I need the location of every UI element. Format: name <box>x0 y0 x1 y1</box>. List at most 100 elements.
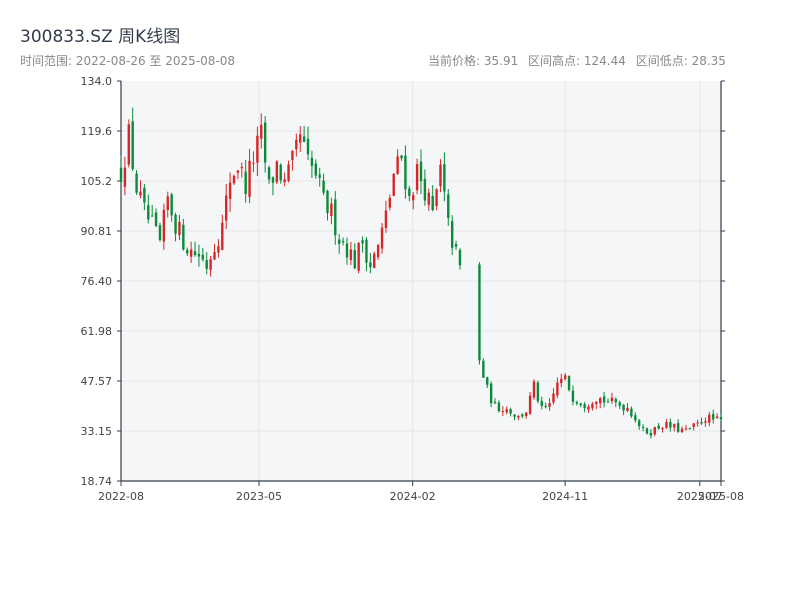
candle-up <box>283 179 286 183</box>
candle-down <box>634 415 637 421</box>
x-tick-label: 2024-11 <box>542 490 588 503</box>
candle-down <box>700 422 703 424</box>
candle-up <box>708 414 711 423</box>
candle-down <box>575 401 579 404</box>
candle-up <box>162 209 166 242</box>
candle-down <box>423 178 427 201</box>
candle-down <box>400 155 403 159</box>
candle-down <box>454 244 458 247</box>
candle-down <box>630 408 633 417</box>
candle-down <box>244 171 247 194</box>
candle-up <box>552 393 555 403</box>
current-price-stat: 当前价格: 35.91 <box>428 54 519 68</box>
candle-down <box>486 377 489 385</box>
candle-up <box>396 156 399 174</box>
candle-down <box>326 190 329 214</box>
candle-down <box>263 122 267 163</box>
candle-down <box>306 138 310 155</box>
candle-down <box>147 205 150 220</box>
candle-up <box>217 246 220 253</box>
candle-down <box>408 188 411 196</box>
candle-down <box>482 360 485 378</box>
candle-down <box>606 401 610 403</box>
candle-down <box>637 420 641 427</box>
candle-up <box>236 170 240 173</box>
candle-up <box>684 428 688 430</box>
candle-up <box>439 164 442 187</box>
y-tick-label: 33.15 <box>81 425 113 438</box>
candle-up <box>524 412 528 417</box>
candle-up <box>224 195 228 221</box>
candle-up <box>517 416 520 418</box>
candle-up <box>680 428 684 433</box>
y-tick-label: 90.81 <box>81 225 113 238</box>
candle-down <box>201 254 205 260</box>
candle-up <box>528 395 532 414</box>
y-tick-label: 105.2 <box>81 175 113 188</box>
candle-down <box>337 239 341 244</box>
candle-up <box>228 182 232 199</box>
candle-down <box>583 404 586 409</box>
candle-up <box>248 160 251 197</box>
candle-up <box>505 409 508 413</box>
candle-down <box>489 383 493 404</box>
candle-up <box>380 227 384 249</box>
candle-down <box>170 194 173 216</box>
candle-down <box>404 155 407 190</box>
candle-down <box>345 243 349 258</box>
x-tick-label: 2024-02 <box>390 490 436 503</box>
x-tick-label: 2025-07 <box>677 490 723 503</box>
candle-down <box>267 167 271 180</box>
candle-down <box>544 405 547 408</box>
candle-up <box>232 175 236 184</box>
x-tick-label: 2025-08 <box>698 490 744 503</box>
candle-up <box>415 164 419 191</box>
candle-up <box>127 124 130 165</box>
candle-down <box>657 425 660 429</box>
candle-down <box>614 398 618 403</box>
date-range-label: 时间范围: 2022-08-26 至 2025-08-08 <box>20 54 235 68</box>
y-tick-label: 61.98 <box>81 325 113 338</box>
candle-up <box>376 244 380 258</box>
candle-down <box>150 215 154 217</box>
candle-down <box>302 136 306 142</box>
candle-up <box>275 161 279 183</box>
candle-down <box>571 390 575 402</box>
candle-up <box>357 243 360 271</box>
candle-up <box>189 249 193 257</box>
candle-down <box>119 167 123 183</box>
candle-down <box>712 414 715 420</box>
candle-up <box>532 381 536 398</box>
candle-up <box>240 167 243 169</box>
candle-down <box>143 187 146 203</box>
candle-down <box>521 414 524 417</box>
candle-up <box>501 411 505 413</box>
candle-up <box>178 221 181 235</box>
candle-down <box>478 264 481 361</box>
candle-up <box>330 203 333 216</box>
candle-up <box>373 253 376 268</box>
candle-down <box>676 423 680 432</box>
candle-down <box>622 404 625 411</box>
candle-down <box>513 414 516 417</box>
candle-down <box>361 240 364 244</box>
candle-down <box>369 262 372 268</box>
y-tick-label: 134.0 <box>81 75 113 88</box>
candle-down <box>135 173 138 193</box>
candle-down <box>131 121 134 169</box>
candle-up <box>349 249 353 261</box>
candle-up <box>252 162 255 164</box>
candle-up <box>548 403 551 407</box>
range-high-stat: 区间高点: 124.44 <box>528 54 626 68</box>
x-tick-label: 2023-05 <box>236 490 282 503</box>
candle-up <box>435 189 438 206</box>
candle-up <box>692 423 695 428</box>
candle-up <box>213 251 216 260</box>
candle-down <box>322 180 325 193</box>
candle-down <box>447 194 450 219</box>
candle-down <box>719 417 723 420</box>
candle-up <box>139 191 142 196</box>
candle-down <box>193 251 197 255</box>
candle-up <box>166 196 169 210</box>
candle-up <box>221 222 224 250</box>
